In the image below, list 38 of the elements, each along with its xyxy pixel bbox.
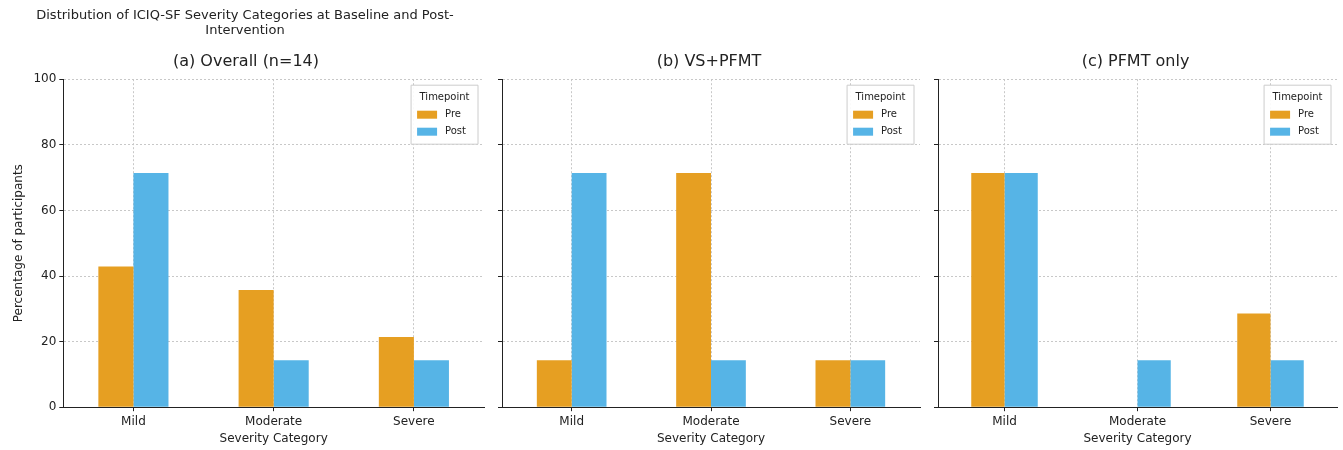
bar bbox=[238, 290, 274, 407]
legend-label: Pre bbox=[881, 108, 897, 120]
legend-title: Timepoint bbox=[1271, 91, 1323, 103]
chart-title: (c) PFMT only bbox=[1081, 50, 1190, 70]
x-axis-title: Severity Category bbox=[656, 430, 766, 445]
y-tick-label: 60 bbox=[41, 202, 57, 217]
chart-title: (b) VS+PFMT bbox=[656, 50, 762, 70]
bar bbox=[98, 266, 134, 407]
x-tick-label: Mild bbox=[992, 413, 1017, 428]
x-tick-label: Moderate bbox=[682, 413, 740, 428]
bar bbox=[273, 360, 309, 407]
bar bbox=[413, 360, 449, 407]
y-tick-label: 100 bbox=[33, 71, 57, 86]
y-tick-label: 0 bbox=[48, 399, 57, 414]
y-tick-label: 80 bbox=[41, 136, 57, 151]
legend-label: Post bbox=[881, 125, 903, 137]
chart-title: (a) Overall (n=14) bbox=[172, 50, 320, 70]
y-tick-label: 20 bbox=[41, 333, 57, 348]
x-axis-title: Severity Category bbox=[219, 430, 328, 445]
chart-subtitle: Distribution of ICIQ-SF Severity Categories at Baseline and Post-Intervention bbox=[35, 6, 455, 39]
bar bbox=[378, 337, 414, 407]
legend-title: Timepoint bbox=[854, 91, 906, 103]
x-tick-label: Moderate bbox=[1108, 413, 1167, 428]
bar bbox=[133, 173, 169, 407]
legend-label: Pre bbox=[1298, 108, 1314, 120]
y-axis-title: Percentage of participants bbox=[11, 164, 26, 323]
x-tick-label: Mild bbox=[559, 413, 584, 428]
x-tick-label: Severe bbox=[829, 413, 872, 428]
legend-label: Post bbox=[1298, 125, 1320, 137]
legend-label: Post bbox=[445, 125, 467, 137]
x-tick-label: Severe bbox=[393, 413, 435, 428]
x-tick-label: Moderate bbox=[245, 413, 303, 428]
y-tick-label: 40 bbox=[41, 268, 57, 283]
legend-label: Pre bbox=[445, 108, 461, 120]
legend-title: Timepoint bbox=[418, 91, 470, 103]
x-axis-title: Severity Category bbox=[1083, 430, 1192, 445]
x-tick-label: Mild bbox=[121, 413, 146, 428]
x-tick-label: Severe bbox=[1249, 413, 1292, 428]
